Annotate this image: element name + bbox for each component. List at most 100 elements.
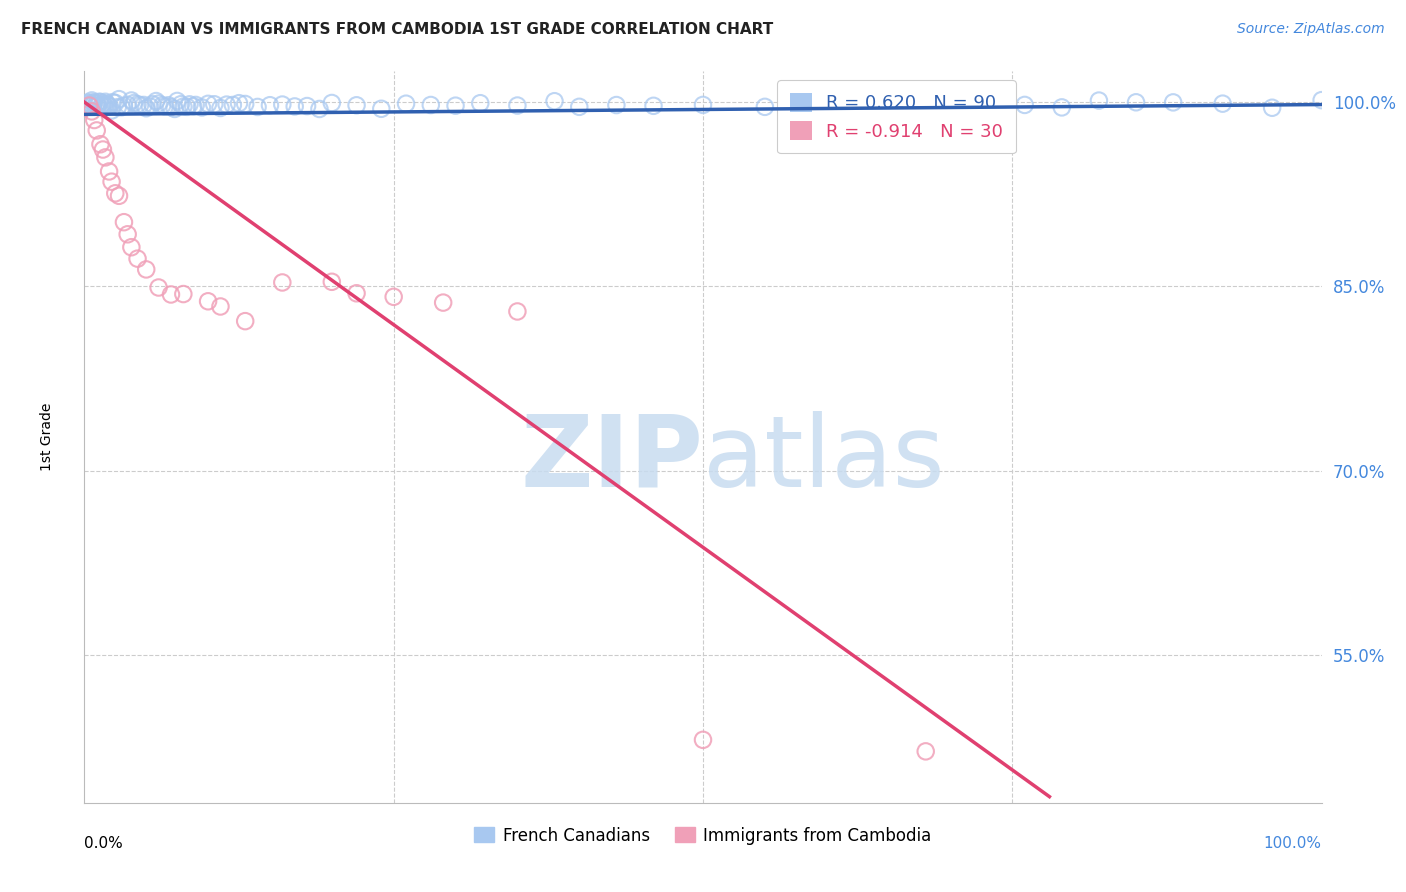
Point — [104, 95, 127, 110]
Point — [83, 113, 105, 128]
Point — [122, 96, 145, 111]
Point — [93, 98, 115, 112]
Text: ZIP: ZIP — [520, 410, 703, 508]
Point — [692, 98, 714, 112]
Point — [197, 96, 219, 111]
Point — [395, 96, 418, 111]
Point — [209, 101, 232, 115]
Point — [506, 304, 529, 318]
Point — [233, 314, 256, 328]
Point — [145, 94, 167, 108]
Point — [284, 99, 307, 113]
Point — [94, 150, 117, 164]
Point — [172, 99, 194, 113]
Point — [432, 295, 454, 310]
Point — [568, 100, 591, 114]
Point — [877, 98, 900, 112]
Point — [86, 96, 108, 111]
Point — [79, 96, 101, 111]
Point — [643, 99, 665, 113]
Point — [914, 744, 936, 758]
Point — [166, 94, 188, 108]
Point — [98, 99, 121, 113]
Point — [1261, 101, 1284, 115]
Point — [233, 97, 256, 112]
Point — [308, 102, 330, 116]
Point — [87, 98, 110, 112]
Point — [1212, 96, 1234, 111]
Point — [1125, 95, 1147, 110]
Point — [222, 98, 245, 112]
Point — [163, 102, 186, 116]
Point — [127, 97, 149, 112]
Point — [346, 98, 368, 112]
Point — [100, 175, 122, 189]
Point — [419, 98, 441, 112]
Point — [82, 95, 104, 110]
Point — [91, 143, 114, 157]
Text: atlas: atlas — [703, 410, 945, 508]
Point — [1050, 100, 1073, 114]
Point — [444, 98, 467, 112]
Point — [98, 164, 121, 178]
Point — [89, 95, 111, 109]
Point — [1088, 94, 1111, 108]
Point — [127, 252, 149, 266]
Point — [321, 95, 343, 110]
Point — [181, 99, 204, 113]
Point — [100, 103, 122, 118]
Point — [754, 100, 776, 114]
Point — [107, 100, 129, 114]
Point — [939, 98, 962, 112]
Point — [112, 98, 135, 112]
Point — [815, 98, 838, 112]
Point — [1014, 98, 1036, 112]
Point — [84, 99, 107, 113]
Point — [543, 94, 565, 108]
Point — [976, 95, 998, 110]
Point — [112, 215, 135, 229]
Point — [215, 97, 238, 112]
Point — [141, 97, 163, 112]
Point — [228, 96, 250, 111]
Point — [506, 98, 529, 112]
Point — [139, 99, 162, 113]
Point — [246, 100, 269, 114]
Point — [89, 95, 111, 109]
Point — [80, 104, 103, 119]
Point — [692, 732, 714, 747]
Text: 1st Grade: 1st Grade — [41, 403, 55, 471]
Point — [77, 95, 100, 110]
Point — [90, 98, 112, 112]
Text: Source: ZipAtlas.com: Source: ZipAtlas.com — [1237, 22, 1385, 37]
Text: 0.0%: 0.0% — [84, 836, 124, 851]
Point — [110, 100, 132, 114]
Point — [382, 290, 405, 304]
Point — [321, 275, 343, 289]
Point — [117, 227, 139, 242]
Point — [150, 98, 173, 112]
Point — [129, 98, 152, 112]
Point — [370, 102, 392, 116]
Legend: French Canadians, Immigrants from Cambodia: French Canadians, Immigrants from Cambod… — [467, 818, 939, 853]
Point — [135, 101, 157, 115]
Point — [79, 98, 101, 112]
Point — [259, 98, 281, 112]
Point — [91, 96, 114, 111]
Point — [184, 98, 207, 112]
Point — [96, 96, 118, 111]
Point — [170, 97, 193, 112]
Point — [86, 123, 108, 137]
Point — [346, 286, 368, 301]
Point — [1161, 95, 1184, 110]
Point — [89, 137, 111, 152]
Point — [605, 98, 627, 112]
Point — [179, 97, 201, 112]
Point — [86, 96, 108, 111]
Point — [117, 98, 139, 112]
Point — [79, 98, 101, 112]
Point — [470, 96, 492, 111]
Point — [191, 100, 214, 114]
Text: FRENCH CANADIAN VS IMMIGRANTS FROM CAMBODIA 1ST GRADE CORRELATION CHART: FRENCH CANADIAN VS IMMIGRANTS FROM CAMBO… — [21, 22, 773, 37]
Point — [271, 97, 294, 112]
